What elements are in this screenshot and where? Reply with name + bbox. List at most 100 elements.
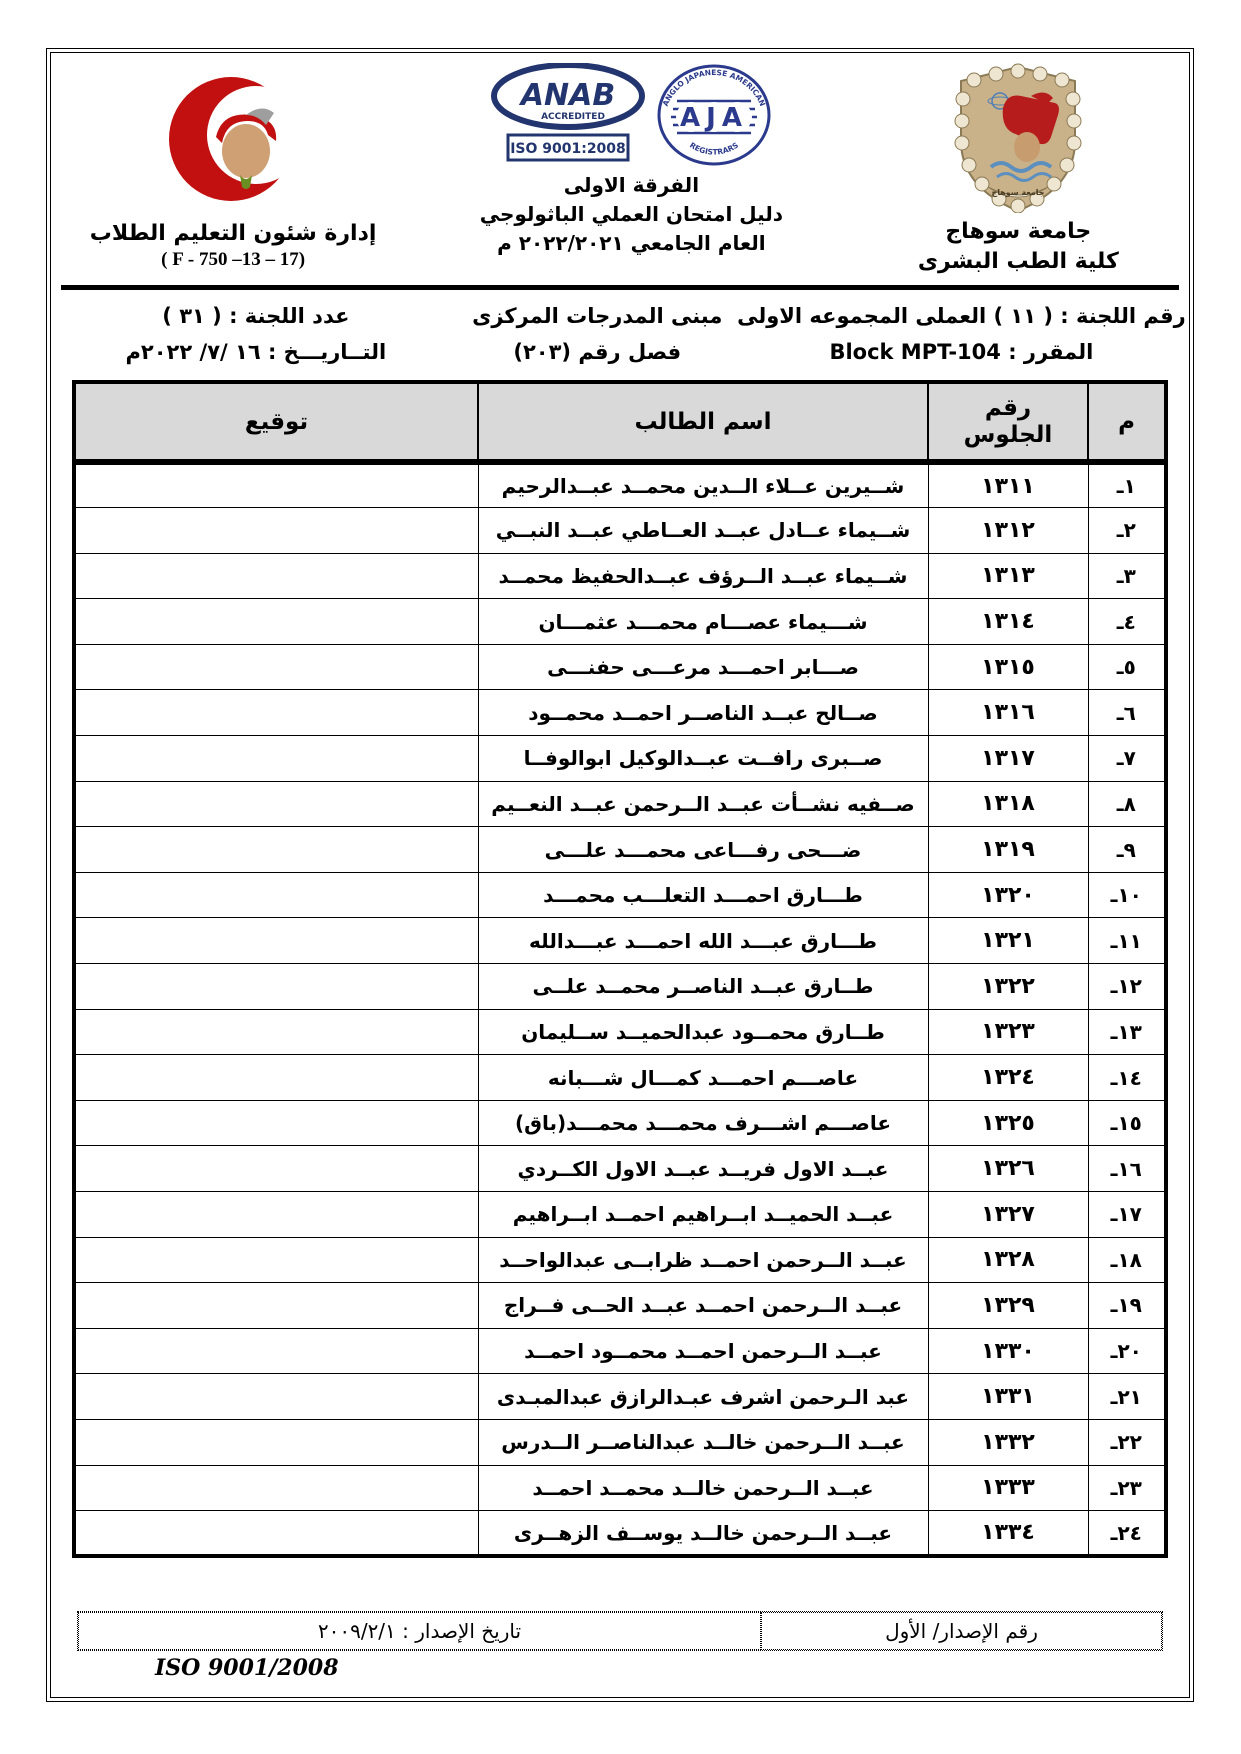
signature-cell bbox=[73, 1373, 479, 1420]
row-index: ٨ـ bbox=[1087, 780, 1167, 828]
seat-number: ١٣١٤ bbox=[927, 598, 1089, 645]
seat-number: ١٣١٧ bbox=[927, 735, 1089, 782]
row-index: ١ـ bbox=[1087, 461, 1167, 509]
svg-text:ANAB: ANAB bbox=[519, 78, 615, 113]
seat-number: ١٣٢٩ bbox=[927, 1282, 1089, 1329]
seat-number: ١٣٢٤ bbox=[927, 1054, 1089, 1101]
seat-number: ١٣٢٠ bbox=[927, 871, 1089, 919]
room-number: فصل رقم (٢٠٣) bbox=[513, 340, 682, 364]
table-row: ٢٤ـ ١٣٣٤ عبــد الــرحمن خالــد يوســف ال… bbox=[73, 1510, 1167, 1557]
signature-cell bbox=[73, 871, 479, 919]
header-left-block: جامعة سوهاج كلية الطب إدارة شئون التعليم… bbox=[51, 53, 415, 281]
document-footer: رقم الإصدار/ الأول تاريخ الإصدار : ٢٠٠٩/… bbox=[77, 1611, 1163, 1681]
faculty-name: كلية الطب البشرى bbox=[917, 248, 1119, 274]
course-code: Block MPT-104 bbox=[829, 340, 1001, 364]
seat-number: ١٣١٥ bbox=[927, 643, 1089, 691]
seat-number: ١٣٣١ bbox=[927, 1373, 1089, 1420]
student-name: عبــد الحميــد ابــراهيم احمــد ابــراهي… bbox=[477, 1191, 929, 1238]
row-index: ٥ـ bbox=[1087, 643, 1167, 691]
signature-cell bbox=[73, 1464, 479, 1512]
header-center-block: ANAB ACCREDITED ISO 9001:2008 bbox=[415, 62, 847, 281]
document-header: جامعة سوهاج جامعة سوهاج كلية الطب البشرى… bbox=[51, 53, 1189, 281]
signature-cell bbox=[73, 826, 479, 873]
signature-cell bbox=[73, 552, 479, 600]
table-row: ١ـ ١٣١١ شــيرين عــلاء الــدين محمــد عب… bbox=[73, 461, 1167, 509]
student-name: عبــد الــرحمن خالــد محمــد احمــد bbox=[477, 1464, 929, 1512]
row-index: ١٩ـ bbox=[1087, 1282, 1167, 1329]
student-name: عبــد الــرحمن خالــد يوســف الزهــرى bbox=[477, 1510, 929, 1557]
table-body: ١ـ ١٣١١ شــيرين عــلاء الــدين محمــد عب… bbox=[73, 461, 1167, 1557]
signature-cell bbox=[73, 461, 479, 509]
student-name: شــيماء عبــد الــرؤف عبــدالحفيظ محمــد bbox=[477, 552, 929, 600]
row-index: ١١ـ bbox=[1087, 917, 1167, 965]
row-index: ٢٠ـ bbox=[1087, 1327, 1167, 1375]
signature-cell bbox=[73, 507, 479, 554]
student-name: عبــد الــرحمن خالــد عبدالناصــر الــدر… bbox=[477, 1418, 929, 1466]
seat-number: ١٣١٨ bbox=[927, 780, 1089, 828]
signature-cell bbox=[73, 1099, 479, 1147]
signature-cell bbox=[73, 1008, 479, 1056]
header-right-block: جامعة سوهاج جامعة سوهاج كلية الطب البشرى bbox=[848, 63, 1189, 281]
seat-number: ١٣٣٤ bbox=[927, 1510, 1089, 1557]
header-index: م bbox=[1087, 381, 1167, 465]
student-name: صــبرى رافــت عبــدالوكيل ابوالوفــا bbox=[477, 735, 929, 782]
header-seat-number: رقم الجلوس bbox=[927, 381, 1089, 465]
table-row: ٨ـ ١٣١٨ صــفيه نشــأت عبــد الــرحمن عبـ… bbox=[73, 780, 1167, 828]
form-code: ( F - 750 –13 – 17) bbox=[161, 248, 306, 270]
row-index: ١٥ـ bbox=[1087, 1099, 1167, 1147]
header-student-name: اسم الطالب bbox=[477, 381, 929, 465]
seat-number: ١٣٢٢ bbox=[927, 963, 1089, 1010]
table-row: ١١ـ ١٣٢١ طـــارق عبـــد الله احمـــد عبـ… bbox=[73, 917, 1167, 965]
student-name: عبــد الــرحمن احمــد محمــود احمــد bbox=[477, 1327, 929, 1375]
seat-number: ١٣٢١ bbox=[927, 917, 1089, 965]
seat-number: ١٣٣٠ bbox=[927, 1327, 1089, 1375]
faculty-crescent-icon: جامعة سوهاج كلية الطب bbox=[128, 53, 338, 223]
seat-number: ١٣٣٣ bbox=[927, 1464, 1089, 1512]
student-name: شــيرين عــلاء الــدين محمــد عبــدالرحي… bbox=[477, 461, 929, 509]
signature-cell bbox=[73, 1327, 479, 1375]
sohag-university-shield-icon: جامعة سوهاج bbox=[943, 63, 1093, 217]
signature-cell bbox=[73, 780, 479, 828]
seat-number: ١٣٢٧ bbox=[927, 1191, 1089, 1238]
svg-text:ACCREDITED: ACCREDITED bbox=[541, 112, 605, 122]
course-code-line: المقرر : Block MPT-104 bbox=[734, 340, 1189, 364]
row-index: ٩ـ bbox=[1087, 826, 1167, 873]
student-name: عبــد الــرحمن احمــد ظرابــى عبدالواحــ… bbox=[477, 1236, 929, 1284]
row-index: ١٣ـ bbox=[1087, 1008, 1167, 1056]
table-row: ٧ـ ١٣١٧ صــبرى رافــت عبــدالوكيل ابوالو… bbox=[73, 735, 1167, 782]
table-row: ٣ـ ١٣١٣ شــيماء عبــد الــرؤف عبــدالحفي… bbox=[73, 552, 1167, 600]
table-row: ٥ـ ١٣١٥ صـــابر احمـــد مرعـــى حفنـــى bbox=[73, 643, 1167, 691]
row-index: ٣ـ bbox=[1087, 552, 1167, 600]
table-row: ٢ـ ١٣١٢ شــيماء عــادل عبــد العــاطي عب… bbox=[73, 507, 1167, 554]
table-header: م رقم الجلوس اسم الطالب توقيع bbox=[73, 381, 1167, 465]
table-row: ٢٠ـ ١٣٣٠ عبــد الــرحمن احمــد محمــود ا… bbox=[73, 1327, 1167, 1375]
row-index: ٢٣ـ bbox=[1087, 1464, 1167, 1512]
committee-info: رقم اللجنة : ( ١١ ) العملى المجموعه الاو… bbox=[51, 290, 1189, 364]
table-row: ١٤ـ ١٣٢٤ عاصـــم احمـــد كمـــال شـــبان… bbox=[73, 1054, 1167, 1101]
signature-cell bbox=[73, 1054, 479, 1101]
signature-cell bbox=[73, 1418, 479, 1466]
student-name: شــيماء عــادل عبــد العــاطي عبــد النب… bbox=[477, 507, 929, 554]
table-row: ١٦ـ ١٣٢٦ عبــد الاول فريــد عبــد الاول … bbox=[73, 1145, 1167, 1192]
table-row: ١٣ـ ١٣٢٣ طــارق محمــود عبدالحميــد ســل… bbox=[73, 1008, 1167, 1056]
grade-line: الفرقة الاولى bbox=[563, 173, 700, 197]
table-row: ١٧ـ ١٣٢٧ عبــد الحميــد ابــراهيم احمــد… bbox=[73, 1191, 1167, 1238]
seat-number: ١٣٢٦ bbox=[927, 1145, 1089, 1192]
student-name: عاصـــم اشـــرف محمـــد محمـــد(باق) bbox=[477, 1099, 929, 1147]
table-row: ١٩ـ ١٣٢٩ عبــد الــرحمن احمــد عبــد الح… bbox=[73, 1282, 1167, 1329]
exam-date: التــاريـــخ : ١٦ /٧/ ٢٠٢٢م bbox=[125, 340, 387, 364]
signature-cell bbox=[73, 1236, 479, 1284]
svg-text:AJA: AJA bbox=[680, 103, 748, 133]
student-name: طـــارق احمـــد التعلـــب محمـــد bbox=[477, 871, 929, 919]
seat-number: ١٣١٣ bbox=[927, 552, 1089, 600]
table-row: ١٨ـ ١٣٢٨ عبــد الــرحمن احمــد ظرابــى ع… bbox=[73, 1236, 1167, 1284]
signature-cell bbox=[73, 735, 479, 782]
row-index: ٢٢ـ bbox=[1087, 1418, 1167, 1466]
seat-number: ١٣٢٨ bbox=[927, 1236, 1089, 1284]
table-row: ٢١ـ ١٣٣١ عبد الـرحمن اشرف عبـدالرازق عبد… bbox=[73, 1373, 1167, 1420]
student-name: طــارق محمــود عبدالحميــد ســليمان bbox=[477, 1008, 929, 1056]
svg-text:جامعة سوهاج: جامعة سوهاج bbox=[992, 188, 1045, 197]
table-row: ١٥ـ ١٣٢٥ عاصـــم اشـــرف محمـــد محمـــد… bbox=[73, 1099, 1167, 1147]
page-border-inner: جامعة سوهاج جامعة سوهاج كلية الطب البشرى… bbox=[50, 52, 1190, 1698]
